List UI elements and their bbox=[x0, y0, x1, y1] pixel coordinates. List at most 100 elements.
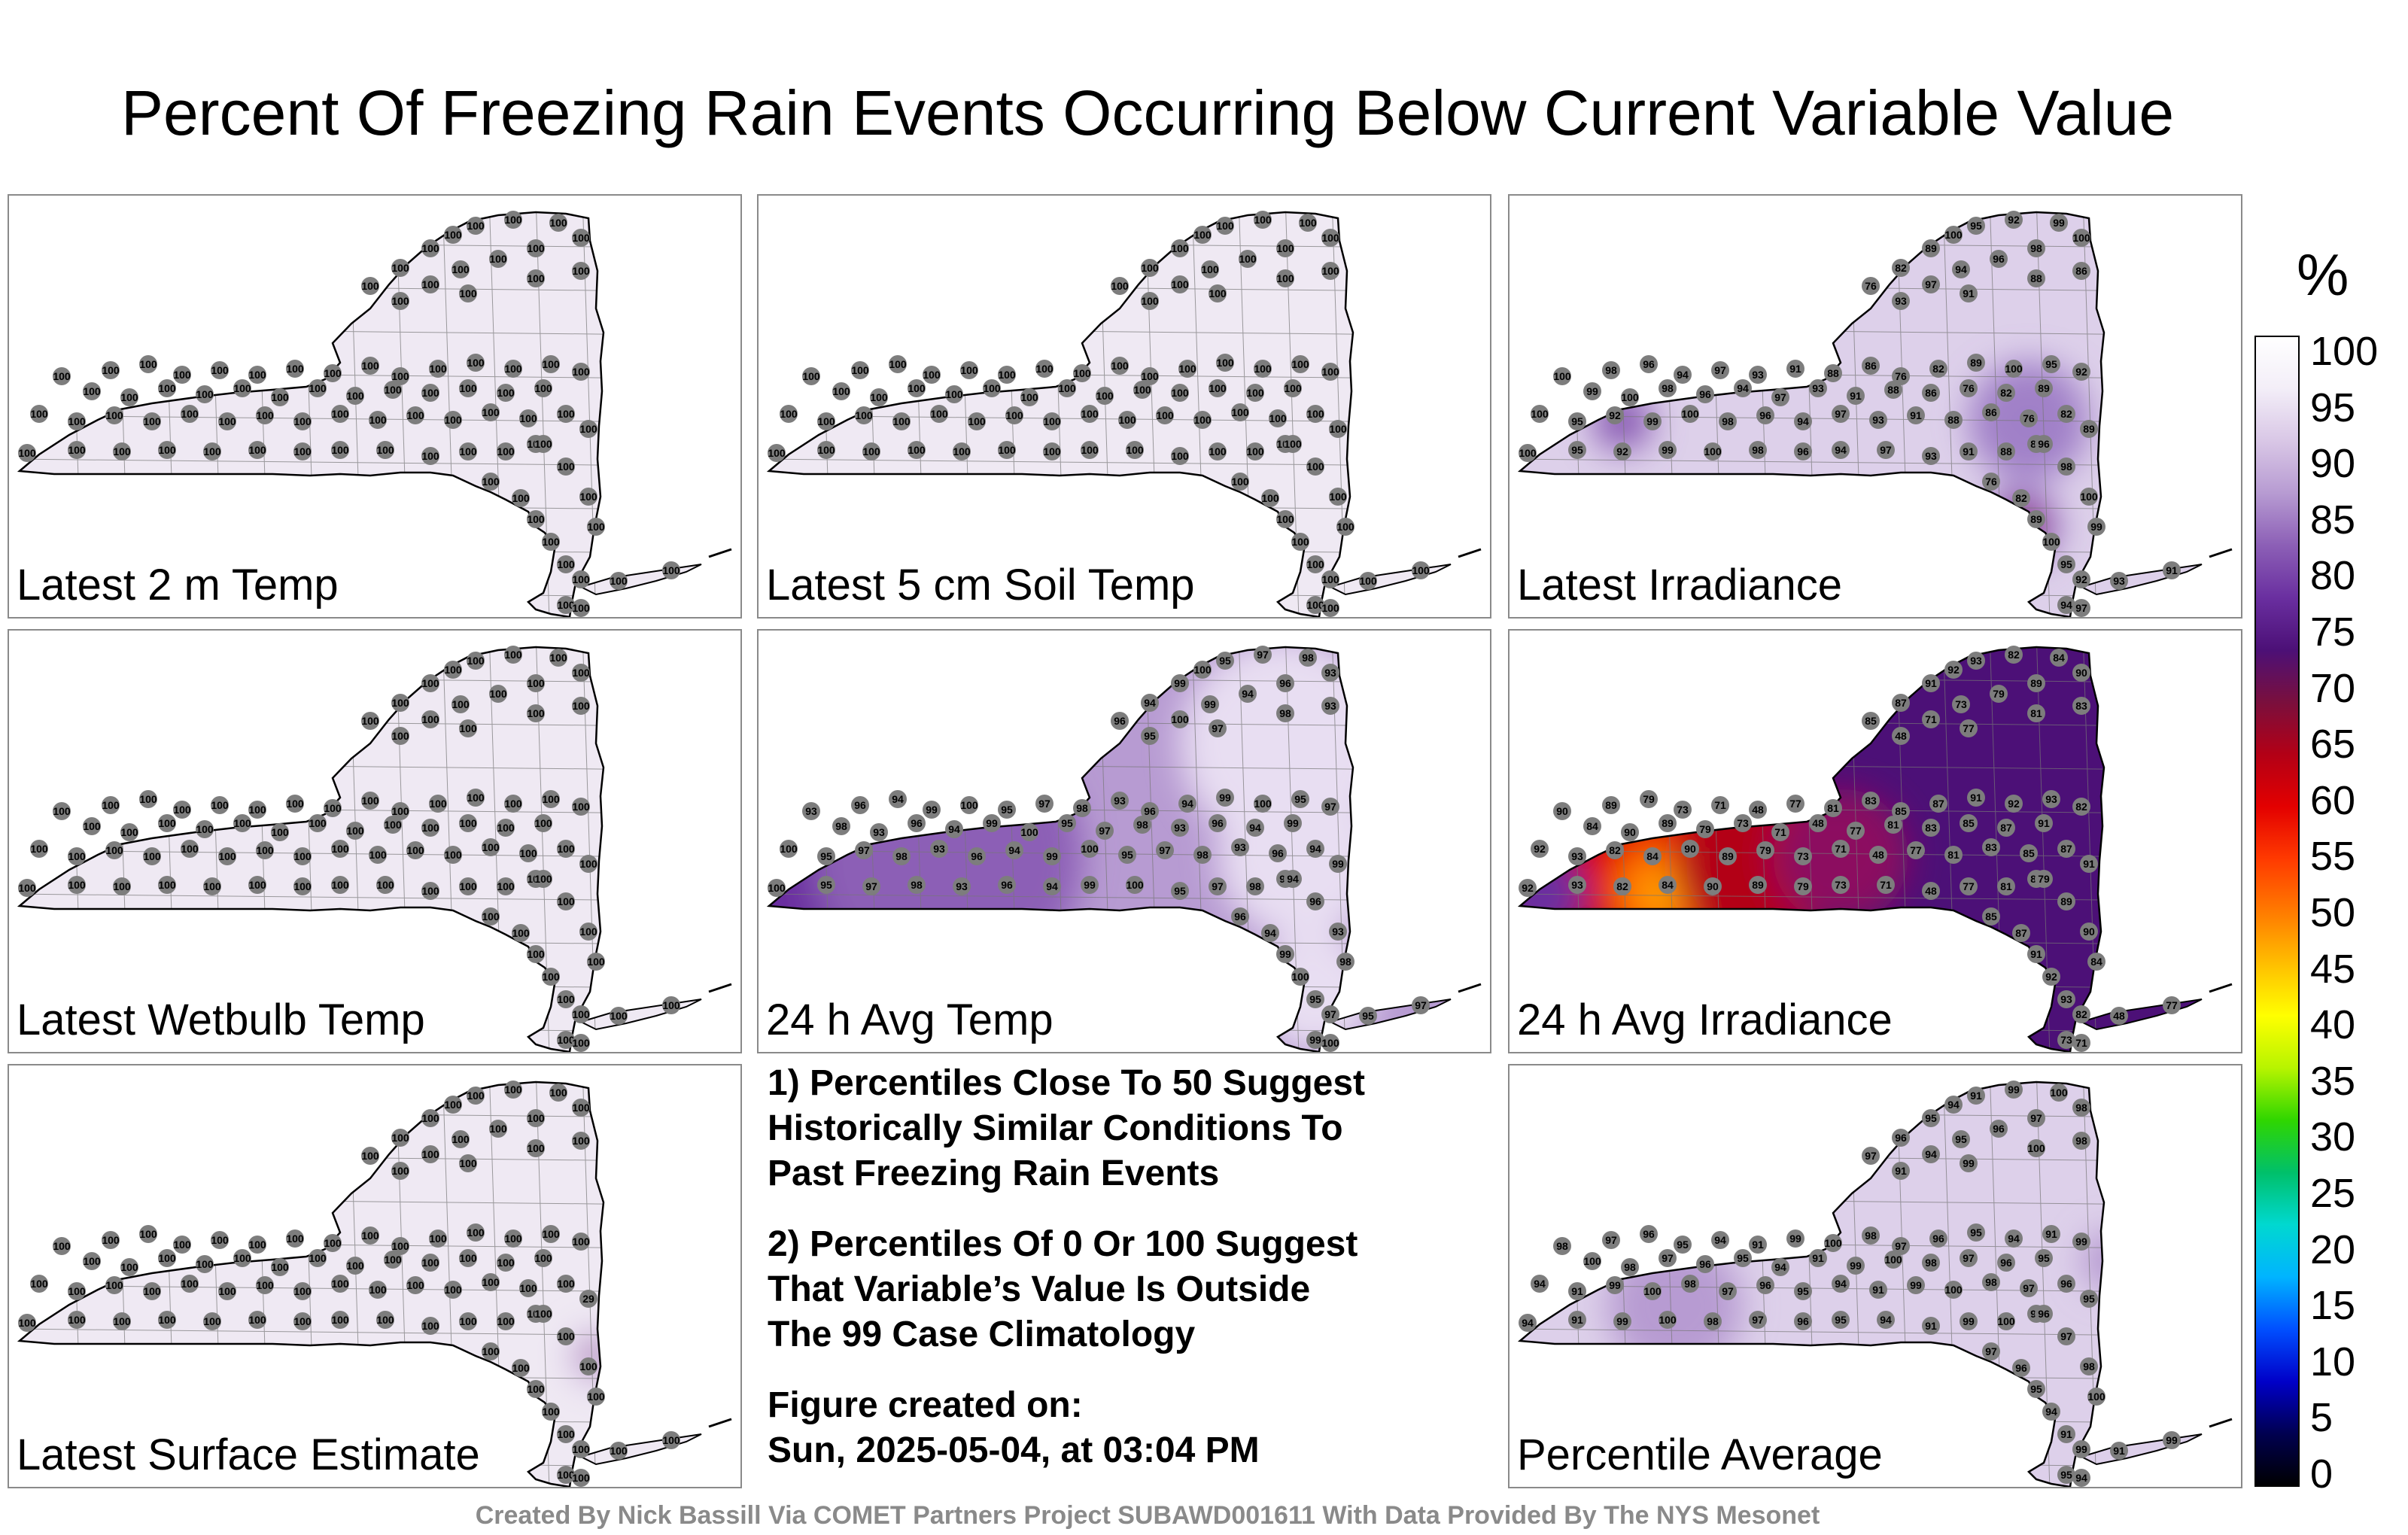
station-marker: 87 bbox=[2057, 840, 2075, 858]
svg-text:97: 97 bbox=[1324, 1008, 1336, 1020]
station-marker: 79 bbox=[1696, 820, 1714, 838]
svg-text:100: 100 bbox=[1643, 1285, 1662, 1297]
svg-text:96: 96 bbox=[1279, 677, 1291, 689]
svg-text:100: 100 bbox=[1276, 272, 1294, 284]
svg-text:100: 100 bbox=[53, 805, 71, 817]
svg-text:97: 97 bbox=[1324, 801, 1336, 813]
station-marker: 100 bbox=[1171, 275, 1189, 293]
svg-text:92: 92 bbox=[2008, 214, 2020, 226]
station-marker: 100 bbox=[139, 790, 157, 808]
station-marker: 100 bbox=[459, 877, 477, 895]
svg-text:100: 100 bbox=[534, 1252, 552, 1264]
station-marker: 92 bbox=[1944, 661, 1963, 679]
svg-text:100: 100 bbox=[923, 369, 941, 381]
svg-text:98: 98 bbox=[895, 850, 908, 862]
station-marker: 98 bbox=[1246, 877, 1264, 895]
svg-text:100: 100 bbox=[248, 804, 266, 816]
station-marker: 95 bbox=[1141, 727, 1159, 745]
station-marker: 48 bbox=[1892, 727, 1910, 745]
svg-text:90: 90 bbox=[1624, 826, 1636, 838]
station-marker: 97 bbox=[1719, 1282, 1737, 1300]
station-marker: 100 bbox=[579, 1357, 597, 1375]
station-marker: 100 bbox=[1156, 406, 1174, 424]
svg-text:100: 100 bbox=[391, 370, 409, 382]
svg-text:100: 100 bbox=[451, 263, 470, 275]
station-marker: 91 bbox=[1568, 1311, 1586, 1329]
station-marker: 100 bbox=[421, 882, 439, 900]
station-marker: 89 bbox=[2080, 420, 2098, 438]
svg-text:98: 98 bbox=[2030, 242, 2042, 254]
svg-text:100: 100 bbox=[218, 415, 236, 427]
station-marker: 100 bbox=[444, 1281, 462, 1299]
station-marker: 100 bbox=[1043, 442, 1061, 460]
station-marker: 100 bbox=[181, 840, 199, 858]
station-marker: 100 bbox=[459, 379, 477, 397]
svg-text:100: 100 bbox=[459, 722, 477, 734]
svg-text:100: 100 bbox=[489, 253, 507, 265]
station-marker: 100 bbox=[211, 1231, 229, 1249]
station-marker: 100 bbox=[512, 1359, 530, 1377]
station-marker: 92 bbox=[2072, 570, 2090, 588]
svg-text:93: 93 bbox=[805, 805, 817, 817]
station-marker: 95 bbox=[2042, 355, 2060, 373]
station-marker: 83 bbox=[2072, 697, 2090, 715]
svg-text:98: 98 bbox=[1279, 707, 1291, 719]
svg-text:100: 100 bbox=[557, 599, 575, 611]
svg-text:91: 91 bbox=[1571, 1314, 1583, 1326]
station-marker: 99 bbox=[2050, 214, 2068, 232]
station-marker: 84 bbox=[2050, 649, 2068, 667]
svg-text:100: 100 bbox=[384, 819, 402, 831]
svg-text:97: 97 bbox=[2075, 602, 2087, 614]
station-marker: 97 bbox=[1659, 1249, 1677, 1267]
svg-text:94: 94 bbox=[1309, 843, 1321, 855]
svg-text:100: 100 bbox=[248, 879, 266, 891]
station-marker: 88 bbox=[1824, 364, 1842, 382]
station-marker: 92 bbox=[1613, 442, 1631, 460]
station-marker: 79 bbox=[1640, 790, 1658, 808]
svg-text:93: 93 bbox=[1571, 879, 1583, 891]
svg-text:48: 48 bbox=[1752, 804, 1764, 816]
svg-text:76: 76 bbox=[2023, 412, 2035, 424]
station-marker: 96 bbox=[2012, 1359, 2030, 1377]
station-marker: 100 bbox=[1321, 363, 1339, 381]
svg-text:99: 99 bbox=[2075, 1236, 2087, 1248]
station-marker: 100 bbox=[572, 1005, 590, 1023]
station-marker: 100 bbox=[1306, 457, 1324, 476]
svg-text:98: 98 bbox=[1339, 956, 1351, 968]
station-marker: 100 bbox=[572, 697, 590, 715]
svg-text:98: 98 bbox=[911, 879, 923, 891]
station-marker: 92 bbox=[1606, 406, 1624, 424]
ny-state-map: 100 100 100 100 100 100 100 100 100 100 … bbox=[766, 211, 1482, 617]
map-panel-8: 98 97 96 95 94 91 99 100 98 97 96 95 94 bbox=[1508, 1064, 2242, 1488]
svg-text:100: 100 bbox=[2027, 1142, 2045, 1154]
svg-text:100: 100 bbox=[1081, 843, 1099, 855]
svg-text:93: 93 bbox=[1114, 795, 1126, 807]
svg-text:96: 96 bbox=[1309, 895, 1321, 907]
station-marker: 100 bbox=[324, 364, 342, 382]
svg-text:100: 100 bbox=[1020, 391, 1038, 403]
station-marker: 98 bbox=[892, 847, 911, 865]
svg-text:99: 99 bbox=[1084, 879, 1096, 891]
station-marker: 100 bbox=[286, 795, 304, 813]
svg-text:99: 99 bbox=[1963, 1315, 1975, 1327]
svg-text:100: 100 bbox=[1306, 408, 1324, 420]
svg-text:100: 100 bbox=[248, 1314, 266, 1326]
station-marker: 100 bbox=[1321, 570, 1339, 588]
svg-text:98: 98 bbox=[1624, 1261, 1636, 1273]
svg-text:95: 95 bbox=[1970, 1226, 1982, 1239]
station-marker: 95 bbox=[817, 876, 835, 894]
station-marker: 97 bbox=[1156, 841, 1174, 859]
station-marker: 99 bbox=[1643, 412, 1662, 430]
station-marker: 94 bbox=[1832, 1275, 1850, 1293]
station-marker: 100 bbox=[1111, 277, 1129, 295]
station-marker: 100 bbox=[519, 409, 537, 427]
station-marker: 100 bbox=[376, 876, 394, 894]
station-marker: 100 bbox=[467, 217, 485, 235]
svg-text:100: 100 bbox=[459, 880, 477, 892]
station-marker: 98 bbox=[2057, 457, 2075, 476]
svg-text:97: 97 bbox=[1722, 1285, 1734, 1297]
svg-text:100: 100 bbox=[482, 1345, 500, 1357]
station-marker: 94 bbox=[1922, 1145, 1940, 1163]
station-marker: 100 bbox=[504, 211, 522, 229]
station-marker: 98 bbox=[832, 817, 850, 835]
